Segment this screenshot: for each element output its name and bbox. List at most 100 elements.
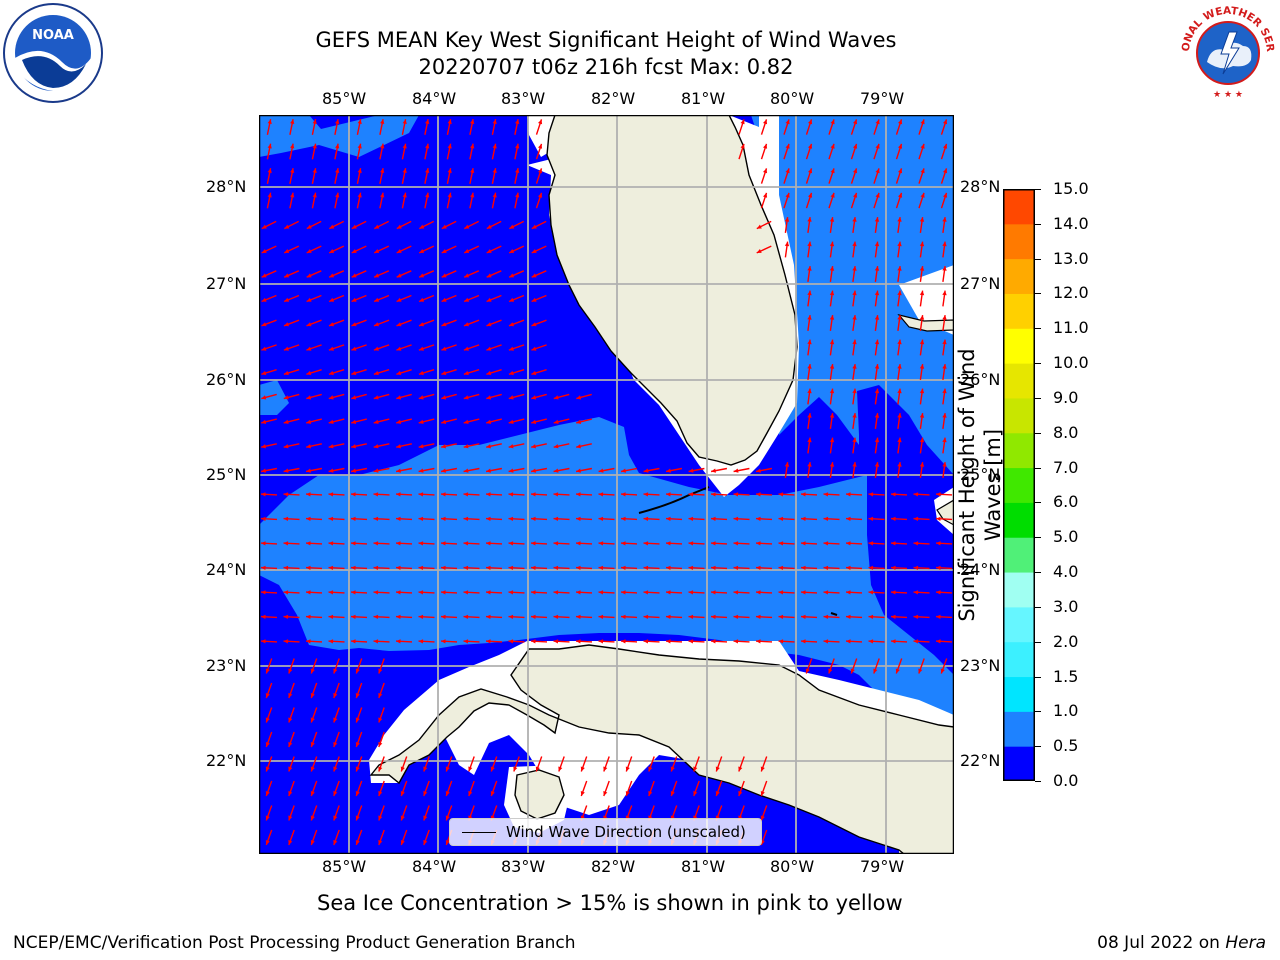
- wave-direction-arrowhead: [891, 541, 896, 546]
- wave-direction-arrowhead: [333, 693, 338, 698]
- colorbar-tick-mark: [1035, 502, 1041, 504]
- wave-direction-arrowhead: [576, 468, 581, 473]
- wave-direction-arrowhead: [852, 266, 857, 271]
- wave-direction-arrowhead: [283, 492, 289, 497]
- wave-direction-arrowhead: [942, 462, 947, 467]
- wave-direction-arrowhead: [756, 541, 761, 546]
- wave-direction-arrowhead: [688, 492, 694, 497]
- wave-direction-arrowhead: [670, 791, 675, 796]
- wave-direction-arrowhead: [553, 468, 559, 473]
- wave-direction-arrowhead: [515, 143, 520, 149]
- wave-direction-arrowhead: [829, 217, 835, 222]
- wave-direction-arrowhead: [846, 614, 851, 619]
- wave-direction-arrowhead: [897, 315, 902, 320]
- wave-direction-arrowhead: [808, 119, 813, 125]
- wave-direction-arrowhead: [378, 717, 383, 723]
- wave-direction-arrowhead: [829, 315, 835, 320]
- wave-direction-arrowhead: [919, 339, 925, 345]
- wave-direction-arrowhead: [396, 590, 401, 595]
- wave-direction-arrowhead: [306, 614, 311, 619]
- colorbar-tick-label: 4.0: [1053, 562, 1079, 582]
- wave-direction-arrowhead: [288, 668, 293, 674]
- lat-label-left-24: 24°N: [206, 560, 247, 579]
- lat-label-left-25: 25°N: [206, 465, 247, 484]
- wave-direction-arrowhead: [265, 693, 270, 698]
- wave-direction-arrowhead: [447, 168, 452, 173]
- wave-direction-arrowhead: [874, 217, 880, 222]
- wave-direction-arrowhead: [643, 565, 649, 570]
- wave-direction-arrowhead: [853, 119, 858, 125]
- colorbar-tick-mark: [1035, 189, 1041, 190]
- colorbar-tick-mark: [1035, 328, 1041, 330]
- wave-direction-arrowhead: [891, 590, 896, 595]
- wave-direction-arrowhead: [328, 565, 334, 570]
- wave-direction-arrowhead: [919, 217, 925, 222]
- wave-direction-arrowhead: [351, 346, 357, 351]
- wave-direction-arrowhead: [576, 590, 581, 595]
- wave-direction-arrowhead: [895, 668, 900, 674]
- sea-ice-caption: Sea Ice Concentration > 15% is shown in …: [317, 891, 903, 915]
- wave-direction-arrowhead: [801, 516, 806, 521]
- legend-label: Wind Wave Direction (unscaled): [506, 823, 746, 841]
- wave-direction-arrowhead: [666, 516, 671, 521]
- wave-direction-arrowhead: [492, 168, 497, 173]
- footer-left: NCEP/EMC/Verification Post Processing Pr…: [13, 933, 576, 953]
- lon-label-top-85: 85°W: [322, 89, 367, 108]
- wave-direction-arrowhead: [328, 541, 334, 546]
- wave-direction-arrowhead: [396, 370, 402, 376]
- wave-direction-arrowhead: [508, 419, 514, 424]
- lat-label-left-27: 27°N: [206, 274, 247, 293]
- wave-direction-arrowhead: [288, 693, 293, 698]
- wave-direction-arrowhead: [693, 766, 698, 772]
- wave-direction-arrowhead: [738, 766, 743, 772]
- wave-direction-arrowhead: [891, 565, 896, 570]
- wave-direction-arrowhead: [283, 639, 289, 644]
- wave-direction-arrowhead: [261, 639, 266, 644]
- wave-direction-arrowhead: [852, 413, 857, 418]
- wave-direction-arrowhead: [897, 241, 902, 247]
- wave-direction-arrowhead: [936, 614, 941, 619]
- wave-direction-arrowhead: [486, 395, 492, 400]
- wave-direction-arrowhead: [355, 815, 360, 821]
- wave-direction-arrowhead: [288, 742, 293, 747]
- wave-direction-arrowhead: [329, 297, 335, 302]
- lat-label-left-22: 22°N: [206, 751, 247, 770]
- wave-direction-arrowhead: [509, 297, 515, 302]
- wave-direction-arrowhead: [290, 143, 295, 149]
- wave-direction-arrowhead: [801, 590, 806, 595]
- wave-direction-arrowhead: [756, 224, 762, 229]
- wave-direction-arrowhead: [846, 639, 851, 644]
- wave-direction-arrowhead: [643, 639, 649, 644]
- cuba-land: [369, 644, 954, 854]
- wave-direction-arrowhead: [463, 541, 469, 546]
- wave-direction-arrowhead: [423, 791, 428, 796]
- wave-direction-arrowhead: [531, 639, 536, 644]
- lon-label-top-84: 84°W: [412, 89, 457, 108]
- wave-direction-arrowhead: [333, 791, 338, 796]
- wave-direction-arrowhead: [374, 249, 380, 253]
- wave-direction-arrowhead: [423, 840, 428, 845]
- wave-direction-arrowhead: [468, 766, 473, 772]
- wave-direction-arrowhead: [846, 590, 851, 595]
- wave-direction-arrowhead: [874, 413, 880, 418]
- wave-direction-arrowhead: [486, 297, 492, 302]
- wave-direction-arrowhead: [378, 742, 383, 747]
- wave-direction-arrowhead: [846, 541, 851, 546]
- wave-direction-arrowhead: [418, 541, 424, 546]
- wave-direction-arrowhead: [509, 224, 515, 229]
- wave-direction-arrowhead: [306, 370, 312, 376]
- wave-direction-arrowhead: [807, 290, 812, 296]
- wave-direction-arrowhead: [265, 668, 270, 674]
- wave-direction-arrowhead: [351, 614, 356, 619]
- colorbar-segment: [1003, 432, 1035, 469]
- wave-direction-arrowhead: [531, 492, 536, 497]
- lon-label-top-82: 82°W: [591, 89, 636, 108]
- wave-direction-arrowhead: [918, 668, 923, 674]
- wave-direction-arrowhead: [312, 168, 317, 173]
- nws-logo: NATIONAL WEATHER SERVICE ★ ★ ★: [1177, 2, 1276, 101]
- wave-direction-arrowhead: [778, 590, 784, 595]
- wave-direction-arrowhead: [508, 516, 514, 521]
- wave-direction-arrowhead: [553, 516, 559, 521]
- wave-direction-arrowhead: [807, 241, 812, 247]
- colorbar-tick-label: 12.0: [1053, 283, 1089, 303]
